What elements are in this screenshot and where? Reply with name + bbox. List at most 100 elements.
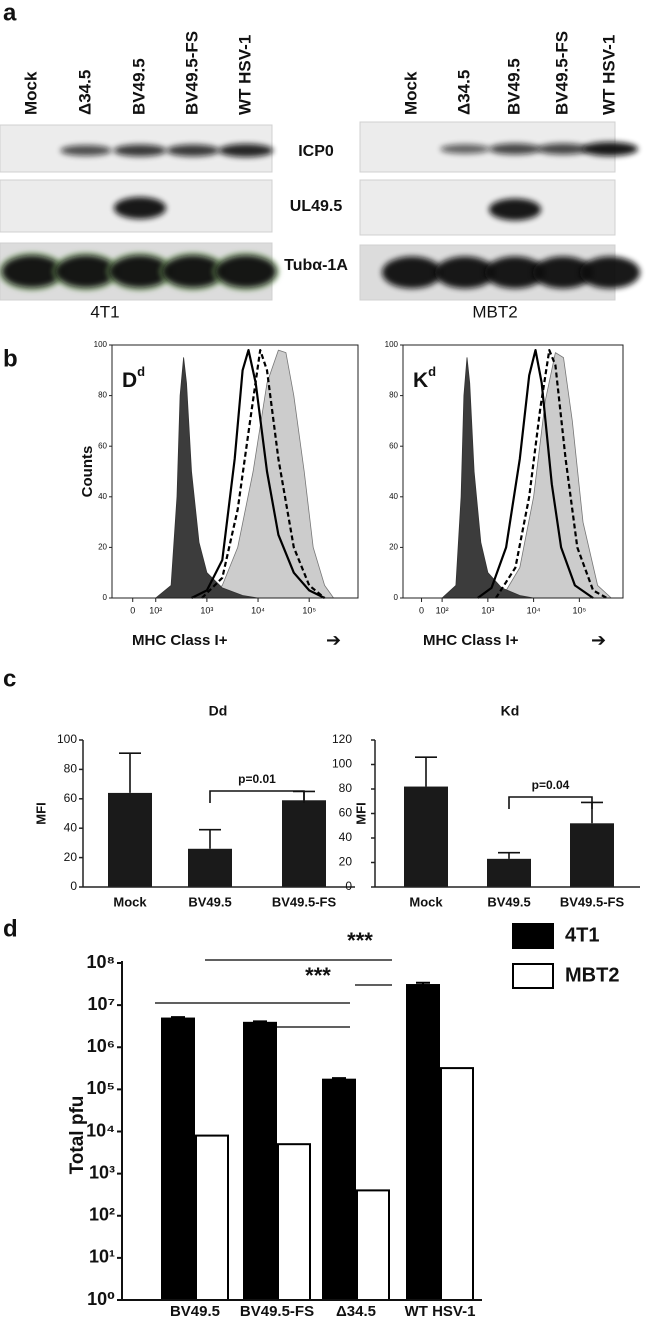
band-group (489, 198, 541, 221)
y-tick-label: 10⁷ (88, 994, 115, 1014)
significance-label: *** (305, 963, 331, 988)
bar (161, 1017, 195, 1302)
legend-swatch (512, 923, 554, 949)
legend-swatch (512, 963, 554, 989)
y-tick-label: 0 (394, 593, 399, 602)
cell-line-label: MBT2 (472, 302, 517, 321)
bar (404, 786, 448, 887)
y-tick-label: 80 (98, 391, 107, 400)
y-tick-label: 40 (64, 820, 78, 834)
histogram-line (477, 349, 594, 599)
y-tick-label: 40 (339, 830, 353, 844)
row-label: UL49.5 (290, 198, 343, 215)
y-tick-label: 100 (57, 732, 77, 746)
band (582, 142, 638, 156)
band (489, 143, 541, 155)
cell-line-label: 4T1 (90, 302, 119, 321)
error-bar (416, 981, 430, 986)
band (580, 256, 640, 289)
x-tick-label: 10² (149, 605, 162, 615)
lane-label: WT HSV-1 (235, 35, 254, 115)
error-bar (253, 1020, 267, 1023)
x-tick-label: 10³ (481, 605, 494, 615)
bar (440, 1067, 474, 1302)
y-tick-label: 120 (332, 732, 352, 746)
y-tick-label: 20 (339, 855, 353, 869)
band (166, 144, 220, 157)
error-bar (199, 828, 221, 849)
legend-label: 4T1 (565, 924, 599, 946)
band (114, 197, 166, 219)
y-axis-label: MFI (33, 802, 48, 824)
band (382, 256, 442, 289)
panel-label: b (3, 345, 18, 372)
x-tick-label: 10² (436, 605, 449, 615)
lane-label: Mock (401, 71, 420, 115)
y-tick-label: 0 (345, 879, 352, 893)
error-bar (498, 851, 520, 859)
band (489, 198, 541, 221)
x-tick-label: 10⁵ (572, 605, 586, 615)
x-tick-label: Mock (409, 894, 443, 909)
lane-label: Δ34.5 (75, 70, 94, 115)
panel-label: d (3, 915, 18, 942)
x-tick-label: BV49.5-FS (240, 1303, 314, 1320)
bar (188, 848, 232, 887)
y-tick-label: 10³ (89, 1162, 115, 1182)
significance-bracket (209, 790, 305, 803)
lane-label: WT HSV-1 (599, 35, 618, 115)
band (2, 255, 62, 288)
error-bar (171, 1016, 185, 1019)
significance-bracket (508, 796, 593, 809)
band (435, 256, 495, 289)
y-axis-label: MFI (353, 802, 368, 824)
band-group (382, 256, 640, 289)
bar (322, 1078, 356, 1302)
p-value: p=0.01 (238, 772, 276, 786)
y-tick-label: 80 (64, 762, 78, 776)
band (163, 255, 223, 288)
band-group (114, 197, 166, 219)
x-tick-label: 10³ (200, 605, 213, 615)
histogram-label: Kd (413, 364, 436, 391)
band (440, 144, 490, 154)
histogram-area (501, 352, 612, 599)
band (485, 256, 545, 289)
x-axis-label: MHC Class I+ (423, 632, 519, 649)
y-tick-label: 10⁰ (87, 1289, 115, 1309)
plot-frame (402, 344, 624, 599)
band (216, 255, 276, 288)
row-label: ICP0 (298, 143, 334, 160)
y-tick-label: 10⁵ (87, 1078, 115, 1098)
x-tick-label: 10⁴ (527, 605, 541, 615)
y-tick-label: 0 (103, 593, 108, 602)
band (110, 255, 170, 288)
label-sup: d (428, 364, 436, 379)
lane-label: BV49.5 (129, 58, 148, 115)
histogram-area (206, 349, 334, 599)
y-tick-label: 10⁸ (86, 952, 115, 972)
x-tick-label: Δ34.5 (336, 1303, 376, 1320)
x-tick-label: 10⁵ (302, 605, 316, 615)
x-tick-label: BV49.5-FS (560, 894, 625, 909)
x-tick-label: 0 (419, 605, 424, 615)
y-tick-label: 40 (98, 492, 107, 501)
row-label: Tubα-1A (284, 257, 348, 274)
y-tick-label: 80 (339, 781, 353, 795)
label-sup: d (137, 364, 145, 379)
label-base: D (122, 369, 137, 392)
y-tick-label: 100 (332, 757, 352, 771)
bar (282, 800, 326, 887)
error-bar (119, 752, 141, 793)
band (218, 143, 274, 158)
chart-title: Kd (501, 703, 520, 719)
y-tick-label: 40 (389, 492, 398, 501)
y-tick-label: 10⁶ (87, 1036, 115, 1056)
histogram-line (494, 349, 608, 599)
x-tick-label: 10⁴ (251, 605, 265, 615)
histogram-area (441, 357, 534, 599)
x-axis-arrow: ➔ (326, 630, 341, 650)
y-tick-label: 10¹ (89, 1247, 115, 1267)
lane-label: BV49.5-FS (182, 31, 201, 115)
bar (108, 792, 152, 887)
